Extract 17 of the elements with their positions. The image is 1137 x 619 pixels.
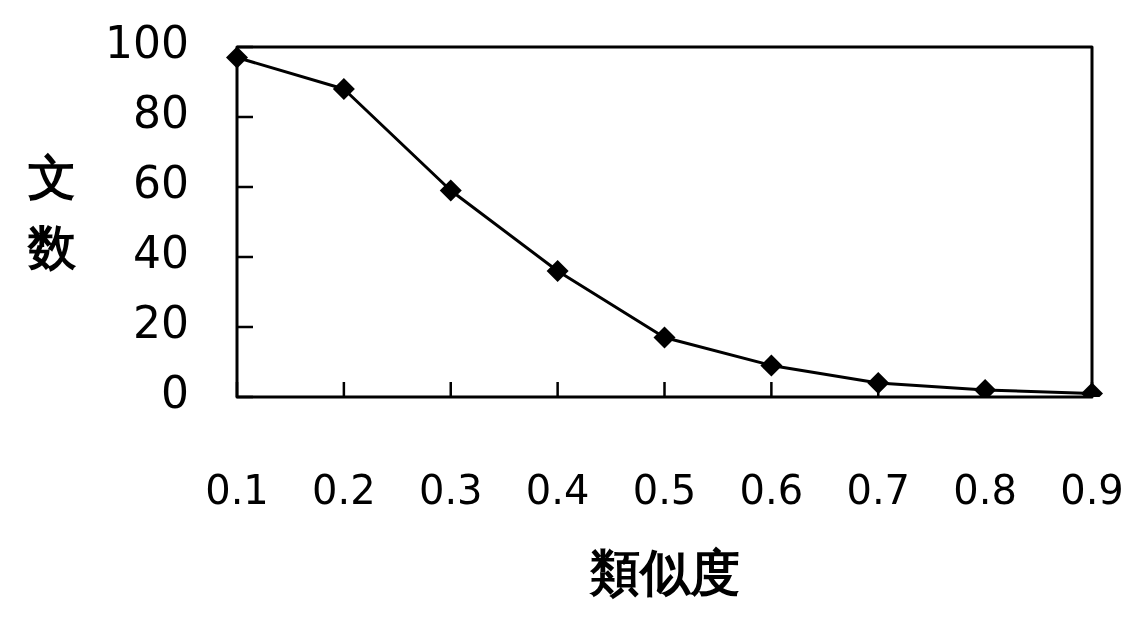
x-tick-label: 0.9 xyxy=(1060,467,1124,514)
x-tick-label: 0.5 xyxy=(632,467,697,514)
y-tick-label: 20 xyxy=(133,297,189,349)
y-tick-label: 80 xyxy=(133,87,189,139)
y-tick-label: 40 xyxy=(133,227,189,279)
x-axis-title: 類似度 xyxy=(588,543,740,602)
x-tick-label: 0.3 xyxy=(418,467,483,514)
x-tick-label: 0.2 xyxy=(312,467,376,514)
y-tick-label: 60 xyxy=(133,157,189,209)
x-tick-label: 0.1 xyxy=(205,467,269,514)
y-tick-label: 100 xyxy=(105,17,189,69)
x-tick-label: 0.4 xyxy=(525,467,590,514)
y-axis-title: 文数 xyxy=(26,148,77,277)
x-tick-label: 0.6 xyxy=(739,467,804,514)
x-tick-label: 0.8 xyxy=(953,467,1017,514)
y-tick-label: 0 xyxy=(161,367,189,419)
x-tick-label: 0.7 xyxy=(846,467,911,514)
